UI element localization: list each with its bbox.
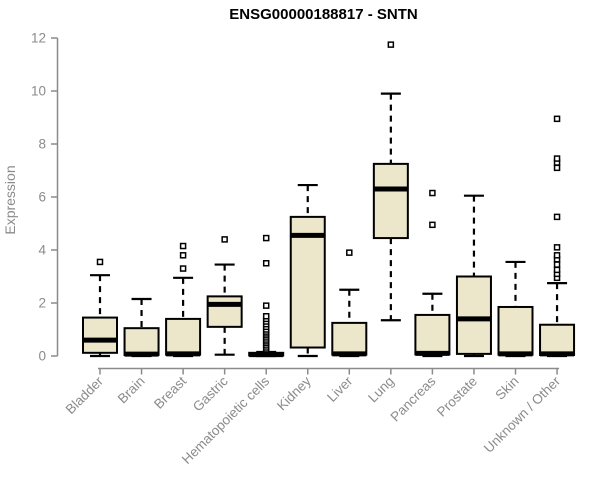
iqr-box — [331, 321, 368, 356]
y-tick-label: 4 — [38, 243, 46, 258]
x-tick-label: Lung — [365, 374, 397, 406]
outlier-point — [553, 252, 561, 259]
x-tick-label: Bladder — [63, 373, 107, 417]
outlier-point — [553, 261, 561, 268]
iqr-box — [497, 305, 534, 356]
box-pancreas — [414, 189, 451, 358]
outlier-point — [346, 249, 353, 256]
outlier-point — [262, 260, 270, 267]
box-hematopoietic-cells — [248, 234, 285, 358]
box-breast — [165, 242, 202, 358]
x-tick-label: Skin — [492, 374, 521, 403]
box-brain — [123, 297, 160, 358]
y-tick-label: 0 — [38, 349, 46, 364]
outlier-point — [96, 258, 104, 266]
x-tick-label: Gastric — [190, 373, 231, 414]
iqr-box — [165, 317, 202, 356]
x-tick-label: Pancreas — [388, 373, 439, 424]
x-tick-label: Kidney — [274, 373, 314, 413]
outlier-point — [553, 244, 561, 251]
x-tick-label: Liver — [324, 373, 356, 405]
outlier-point — [553, 155, 561, 162]
outlier-point — [553, 213, 561, 221]
outlier-point — [262, 302, 270, 309]
y-tick-label: 8 — [38, 137, 46, 152]
y-tick-label: 6 — [38, 190, 46, 205]
iqr-box — [82, 316, 118, 354]
outlier-point — [553, 164, 561, 172]
box-unknown-other — [539, 115, 576, 358]
outlier-point — [429, 221, 436, 229]
outlier-point — [429, 189, 436, 197]
box-gastric — [206, 236, 243, 356]
y-tick-label: 2 — [38, 296, 46, 311]
x-tick-label: Prostate — [434, 374, 480, 420]
outlier-point — [262, 234, 270, 242]
box-kidney — [289, 183, 326, 358]
outlier-point — [553, 115, 561, 123]
box-liver — [331, 249, 368, 358]
x-tick-label: Brain — [115, 374, 148, 407]
outlier-point — [262, 313, 270, 320]
box-lung — [372, 41, 409, 322]
iqr-box — [539, 323, 576, 356]
iqr-box — [123, 327, 160, 356]
outlier-point — [553, 266, 561, 274]
outlier-point — [179, 265, 187, 272]
box-skin — [497, 260, 534, 358]
iqr-box — [455, 275, 492, 355]
iqr-box — [372, 162, 409, 240]
outlier-point — [387, 41, 395, 48]
box-prostate — [455, 194, 492, 358]
outlier-point — [221, 236, 228, 243]
y-tick-label: 12 — [31, 31, 46, 46]
outlier-point — [179, 242, 187, 250]
iqr-box — [206, 295, 243, 328]
iqr-box — [414, 313, 451, 356]
chart-title: ENSG00000188817 - SNTN — [229, 6, 418, 23]
iqr-box — [289, 215, 326, 349]
x-tick-label: Unknown / Other — [481, 373, 564, 456]
box-bladder — [82, 258, 118, 358]
x-tick-label: Breast — [151, 373, 189, 411]
y-tick-label: 10 — [31, 84, 46, 99]
outlier-point — [179, 252, 187, 259]
